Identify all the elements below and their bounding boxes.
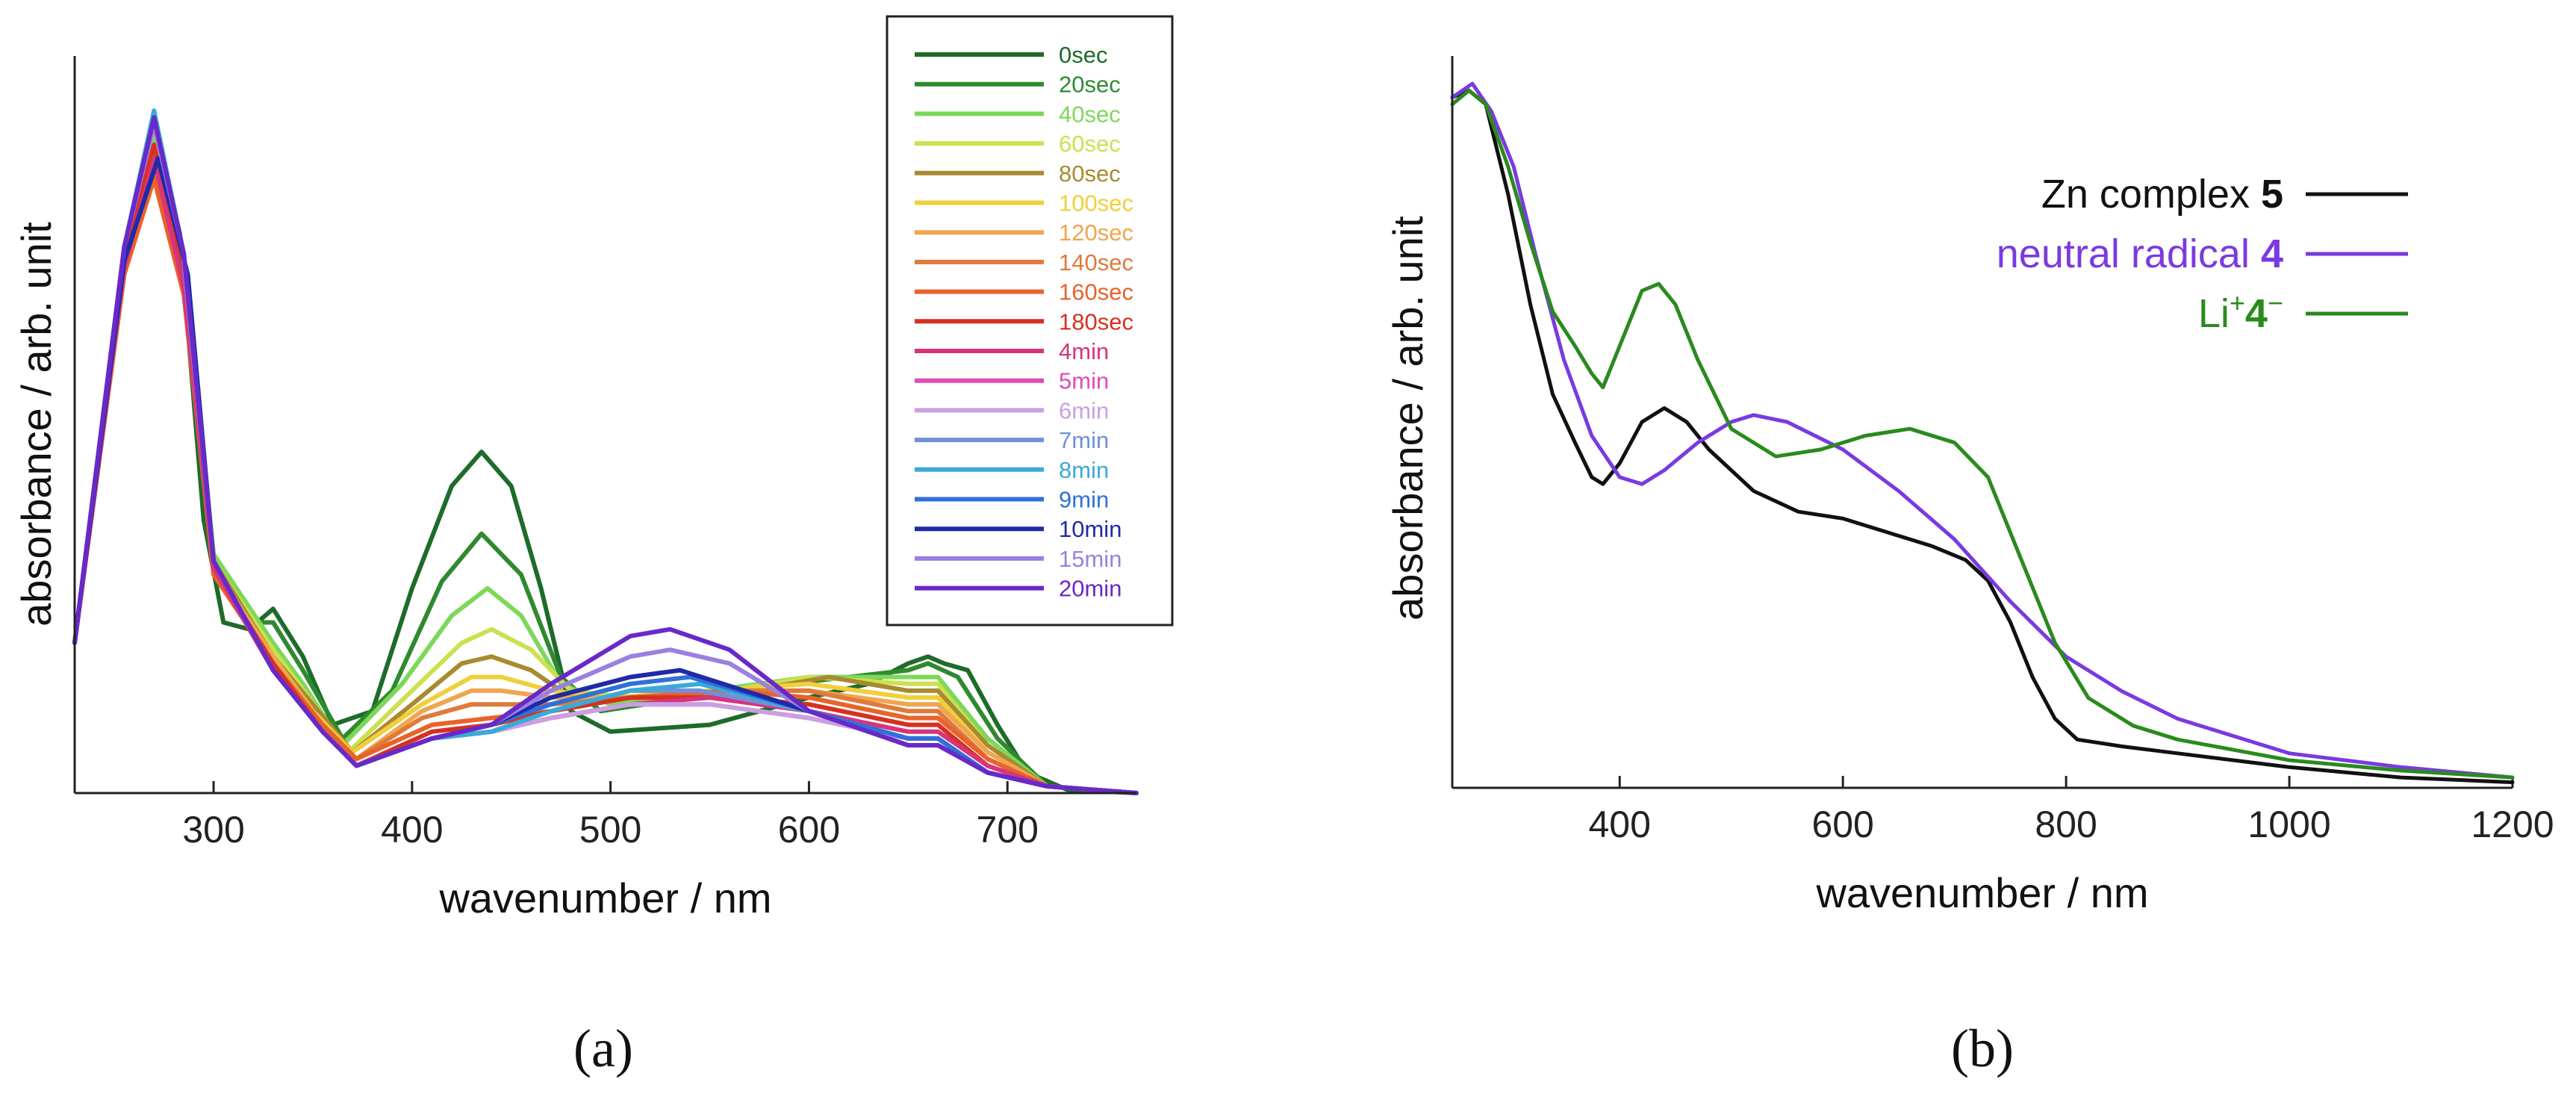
chart-b-tick-label: 800 [2035,804,2097,845]
legend-label: Zn complex 5 [2041,172,2283,217]
legend-label: 9min [1059,487,1109,513]
legend-label: 8min [1059,457,1109,483]
legend-label: 160sec [1059,279,1133,305]
legend-label: 40sec [1059,101,1121,127]
legend-label-compound: 5 [2261,172,2283,217]
chart-b-axes [1451,56,2513,789]
legend-label: 6min [1059,397,1109,423]
chart-a-tick-label: 400 [381,809,443,851]
legend-label-compound: 4 [2261,231,2283,276]
series-line-a-0 [72,122,1139,795]
legend-label-text: Li [2198,291,2230,336]
chart-b-panel-label: (b) [1951,1019,2014,1078]
legend-label: 180sec [1059,308,1133,335]
chart-a-tick-label: 300 [182,809,244,851]
legend-label: 120sec [1059,220,1133,246]
chart-b-lines [1450,81,2515,785]
series-line-a-18 [72,115,1139,795]
chart-a-panel-label: (a) [573,1019,633,1078]
chart-b: 400 600 800 1000 1200 wavenumber / nm absorb… [1384,56,2554,1078]
legend-superscript: − [2268,288,2283,318]
legend-label: 10min [1059,516,1121,542]
chart-b-tick-label: 600 [1811,804,1873,845]
legend-label: 0sec [1059,42,1107,68]
chart-a-tick-label: 600 [778,809,840,851]
legend-label-text: Zn complex [2041,172,2261,217]
legend-label: Li+4− [2198,288,2283,336]
chart-a-ylabel: absorbance / arb. unit [13,222,60,627]
legend-label: 15min [1059,546,1121,572]
legend-label: 20min [1059,576,1121,602]
legend-label: 80sec [1059,161,1121,187]
series-line-b-0 [1450,88,2515,785]
chart-a: 300 400 500 600 700 wavenumber / nm absorban… [13,15,1174,1078]
legend-label: 140sec [1059,249,1133,276]
chart-a-tick-label: 700 [977,809,1039,851]
series-line-b-1 [1450,81,2515,780]
legend-label: 5min [1059,368,1109,394]
legend-label: 20sec [1059,72,1121,98]
chart-a-tick-label: 500 [579,809,641,851]
legend-label: 4min [1059,338,1109,364]
legend-label: 60sec [1059,131,1121,157]
chart-b-tick-label: 1200 [2471,804,2554,845]
chart-b-tick-label: 400 [1588,804,1650,845]
legend-label: 7min [1059,427,1109,453]
chart-a-axes [73,56,1136,795]
chart-b-xlabel: wavenumber / nm [1815,869,2148,916]
legend-superscript: + [2230,288,2245,318]
chart-b-tick-label: 1000 [2247,804,2330,845]
legend-label-text: neutral radical [1997,231,2261,276]
legend-label-compound: 4 [2245,291,2268,336]
chart-b-ylabel: absorbance / arb. unit [1384,216,1431,621]
legend-label: 100sec [1059,190,1133,217]
series-line-b-2 [1450,88,2515,780]
chart-a-legend: 0sec 20sec 40sec 60sec 80sec 100sec 120sec 140s… [915,42,1133,602]
chart-b-x-ticks: 400 600 800 1000 1200 [1588,776,2554,845]
chart-a-xlabel: wavenumber / nm [438,874,771,921]
legend-label: neutral radical 4 [1997,231,2283,276]
chart-a-lines [72,108,1139,795]
chart-a-x-ticks: 300 400 500 600 700 [182,781,1039,851]
